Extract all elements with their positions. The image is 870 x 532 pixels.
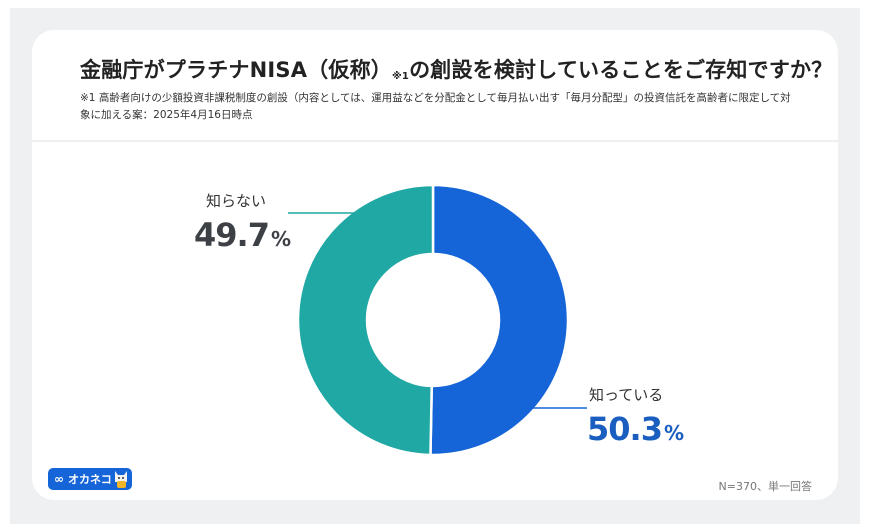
donut-slice-known <box>429 183 570 457</box>
donut-slice-unknown <box>296 183 435 457</box>
donut-chart <box>288 183 587 457</box>
chart-card: 金融庁がプラチナNISA（仮称）※1の創設を検討していることをご存知ですか？ ※… <box>32 30 838 500</box>
chart-title: 金融庁がプラチナNISA（仮称）※1の創設を検討していることをご存知ですか？ <box>80 54 832 84</box>
header-divider <box>32 140 838 142</box>
label-known-value: 50.3% <box>587 410 684 448</box>
sample-size-note: N=370、単一回答 <box>718 480 812 493</box>
cat-mascot-icon <box>115 471 127 488</box>
label-known-name: 知っている <box>589 386 664 404</box>
label-unknown-value: 49.7% <box>194 216 291 254</box>
title-tail: の創設を検討していることをご存知ですか？ <box>409 58 833 82</box>
title-main: 金融庁がプラチナNISA（仮称） <box>80 58 392 82</box>
chart-header: 金融庁がプラチナNISA（仮称）※1の創設を検討していることをご存知ですか？ ※… <box>32 30 838 140</box>
okaneko-logo: ∞ オカネコ <box>48 468 132 490</box>
infinity-icon: ∞ <box>54 472 64 486</box>
logo-text: オカネコ <box>68 473 112 486</box>
footnote-mark: ※1 <box>391 71 410 82</box>
footnote-text: ※1 高齢者向けの少額投資非課税制度の創設（内容としては、運用益などを分配金とし… <box>80 92 791 121</box>
label-unknown-name: 知らない <box>206 192 267 210</box>
